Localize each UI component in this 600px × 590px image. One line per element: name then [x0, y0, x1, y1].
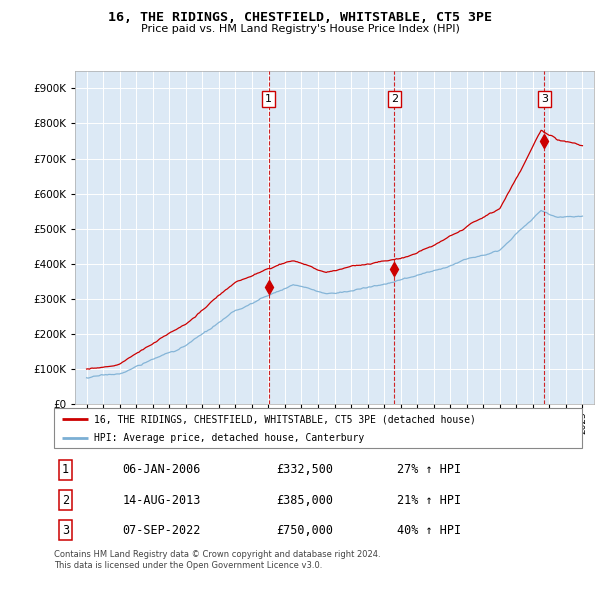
Text: 14-AUG-2013: 14-AUG-2013 [122, 493, 201, 507]
Text: 16, THE RIDINGS, CHESTFIELD, WHITSTABLE, CT5 3PE: 16, THE RIDINGS, CHESTFIELD, WHITSTABLE,… [108, 11, 492, 24]
Text: 07-SEP-2022: 07-SEP-2022 [122, 524, 201, 537]
Text: £385,000: £385,000 [276, 493, 333, 507]
Text: Price paid vs. HM Land Registry's House Price Index (HPI): Price paid vs. HM Land Registry's House … [140, 24, 460, 34]
Text: This data is licensed under the Open Government Licence v3.0.: This data is licensed under the Open Gov… [54, 560, 322, 569]
Text: 21% ↑ HPI: 21% ↑ HPI [397, 493, 461, 507]
Text: Contains HM Land Registry data © Crown copyright and database right 2024.: Contains HM Land Registry data © Crown c… [54, 550, 380, 559]
Text: 16, THE RIDINGS, CHESTFIELD, WHITSTABLE, CT5 3PE (detached house): 16, THE RIDINGS, CHESTFIELD, WHITSTABLE,… [94, 414, 475, 424]
FancyBboxPatch shape [54, 408, 582, 448]
Text: 06-JAN-2006: 06-JAN-2006 [122, 463, 201, 476]
Text: £750,000: £750,000 [276, 524, 333, 537]
Text: £332,500: £332,500 [276, 463, 333, 476]
Text: 2: 2 [391, 94, 398, 104]
Text: 1: 1 [62, 463, 69, 476]
Text: 1: 1 [265, 94, 272, 104]
Text: 3: 3 [62, 524, 69, 537]
Text: 2: 2 [62, 493, 69, 507]
Text: HPI: Average price, detached house, Canterbury: HPI: Average price, detached house, Cant… [94, 432, 364, 442]
Text: 40% ↑ HPI: 40% ↑ HPI [397, 524, 461, 537]
Text: 3: 3 [541, 94, 548, 104]
Text: 27% ↑ HPI: 27% ↑ HPI [397, 463, 461, 476]
